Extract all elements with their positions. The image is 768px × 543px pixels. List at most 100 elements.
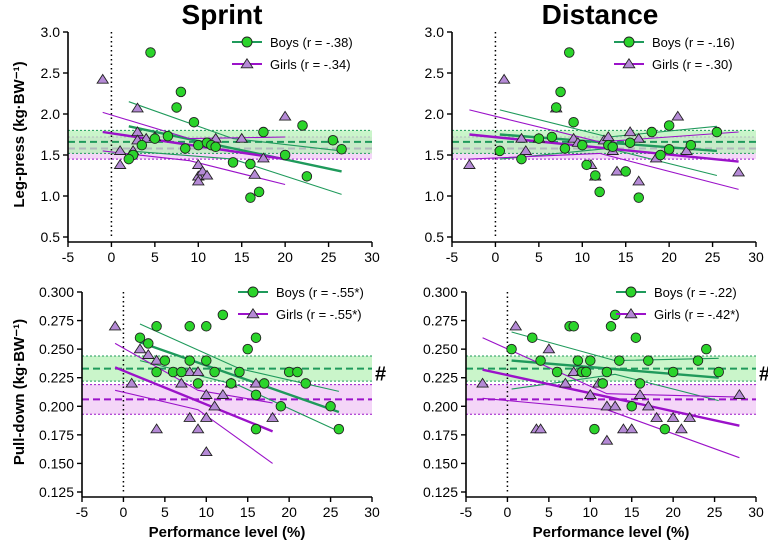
- girls-point: [208, 400, 222, 411]
- girls-ci-upper: [482, 337, 740, 398]
- y-tick-label: 2.0: [425, 106, 445, 122]
- girls-legend-label: Girls (r = -.30): [652, 57, 733, 72]
- x-tick-label: 5: [161, 504, 169, 520]
- girls-point: [683, 411, 697, 422]
- y-tick-label: 0.5: [425, 229, 445, 245]
- x-tick-label: 25: [705, 249, 721, 265]
- boys-point: [601, 366, 613, 378]
- x-tick-label: -5: [76, 504, 89, 520]
- y-tick-label: 0.175: [39, 427, 74, 443]
- girls-point: [113, 158, 127, 169]
- boys-ci-upper: [128, 101, 342, 152]
- boys-point: [546, 131, 558, 143]
- y-tick-label: 0.175: [423, 427, 458, 443]
- girls-ci-lower: [114, 389, 273, 464]
- boys-legend-label: Boys (r = -.16): [652, 35, 735, 50]
- girls-legend-marker: [246, 307, 260, 319]
- x-tick-label: 0: [108, 249, 116, 265]
- girls-fit-line: [114, 366, 274, 433]
- boys-point: [589, 423, 600, 435]
- girls-point: [191, 158, 205, 169]
- panel-3: -5 0 5 10 15 20 25 30 0.125 0.150 0.175 0.200 0.225 0…: [11, 284, 386, 541]
- boys-point: [149, 133, 161, 144]
- girls-point: [680, 145, 693, 155]
- boys-point: [559, 143, 571, 154]
- x-tick-label: 30: [748, 504, 764, 520]
- x-tick-label: 15: [618, 249, 634, 265]
- y-tick-label: 0.5: [41, 229, 61, 245]
- boys-legend-marker: [625, 286, 637, 298]
- y-tick-label: 0.300: [423, 284, 458, 300]
- boys-point: [175, 86, 187, 98]
- girls-point: [266, 411, 280, 422]
- girls-point: [183, 411, 197, 422]
- boys-legend-marker: [623, 36, 635, 48]
- y-tick-label: 1.0: [425, 188, 445, 204]
- boys-point: [162, 130, 174, 142]
- boys-point: [494, 145, 506, 157]
- x-tick-label: 10: [582, 504, 598, 520]
- girls-point: [666, 411, 680, 422]
- girls-point: [732, 388, 746, 399]
- boys-legend-marker: [247, 286, 259, 298]
- boys-point: [134, 332, 146, 343]
- boys-point: [193, 139, 204, 151]
- girls-point: [141, 348, 155, 359]
- girls-point: [632, 175, 646, 186]
- boys-point: [123, 153, 135, 165]
- boys-point: [646, 126, 658, 138]
- girls-point: [610, 165, 624, 176]
- girls-point: [600, 400, 614, 411]
- x-tick-label: -5: [446, 249, 459, 265]
- boys-point: [259, 378, 270, 389]
- girls-point: [534, 423, 548, 434]
- significance-marker: #: [759, 364, 768, 386]
- x-tick-label: 30: [364, 504, 380, 520]
- boys-point: [555, 86, 566, 98]
- girls-point: [113, 145, 127, 155]
- boys-point: [176, 366, 187, 378]
- boys-point: [245, 192, 256, 203]
- boys-point: [607, 141, 618, 153]
- boys-point: [136, 139, 148, 151]
- boys-point: [516, 153, 527, 165]
- girls-point: [671, 110, 685, 121]
- boys-point: [614, 355, 625, 366]
- boys-point: [250, 423, 262, 435]
- girls-point: [608, 400, 622, 411]
- girls-point: [509, 320, 523, 331]
- y-tick-label: 0.200: [423, 398, 458, 414]
- y-tick-label: 0.150: [423, 455, 458, 471]
- y-axis-label: Pull-down (kg·BW⁻¹): [11, 319, 28, 465]
- boys-point: [572, 355, 584, 366]
- girls-point: [199, 411, 213, 422]
- x-tick-label: -5: [62, 249, 75, 265]
- x-tick-label: 15: [240, 504, 256, 520]
- boys-point: [527, 332, 538, 343]
- girls-point: [278, 110, 292, 121]
- boys-point: [643, 355, 654, 366]
- girls-point: [633, 388, 647, 399]
- girls-point: [191, 423, 205, 434]
- girls-point: [625, 423, 639, 434]
- x-tick-label: 10: [574, 249, 590, 265]
- girls-point: [650, 411, 664, 422]
- x-tick-label: 30: [364, 249, 380, 265]
- x-axis-label: Performance level (%): [533, 524, 690, 541]
- girls-point: [183, 366, 197, 377]
- boys-point: [217, 309, 229, 321]
- boys-point: [692, 355, 704, 366]
- boys-point: [151, 366, 162, 378]
- y-tick-label: 0.300: [39, 284, 74, 300]
- significance-marker: #: [375, 364, 386, 386]
- y-tick-label: 0.150: [39, 455, 74, 471]
- y-tick-label: 0.275: [423, 313, 458, 329]
- y-tick-label: 3.0: [41, 24, 61, 40]
- girls-ci-upper: [102, 111, 286, 140]
- boys-point: [250, 389, 262, 401]
- girls-point: [191, 366, 205, 377]
- boys-point: [171, 102, 182, 113]
- y-tick-label: 0.125: [39, 484, 74, 500]
- boys-point: [580, 366, 592, 378]
- boys-point: [630, 332, 642, 343]
